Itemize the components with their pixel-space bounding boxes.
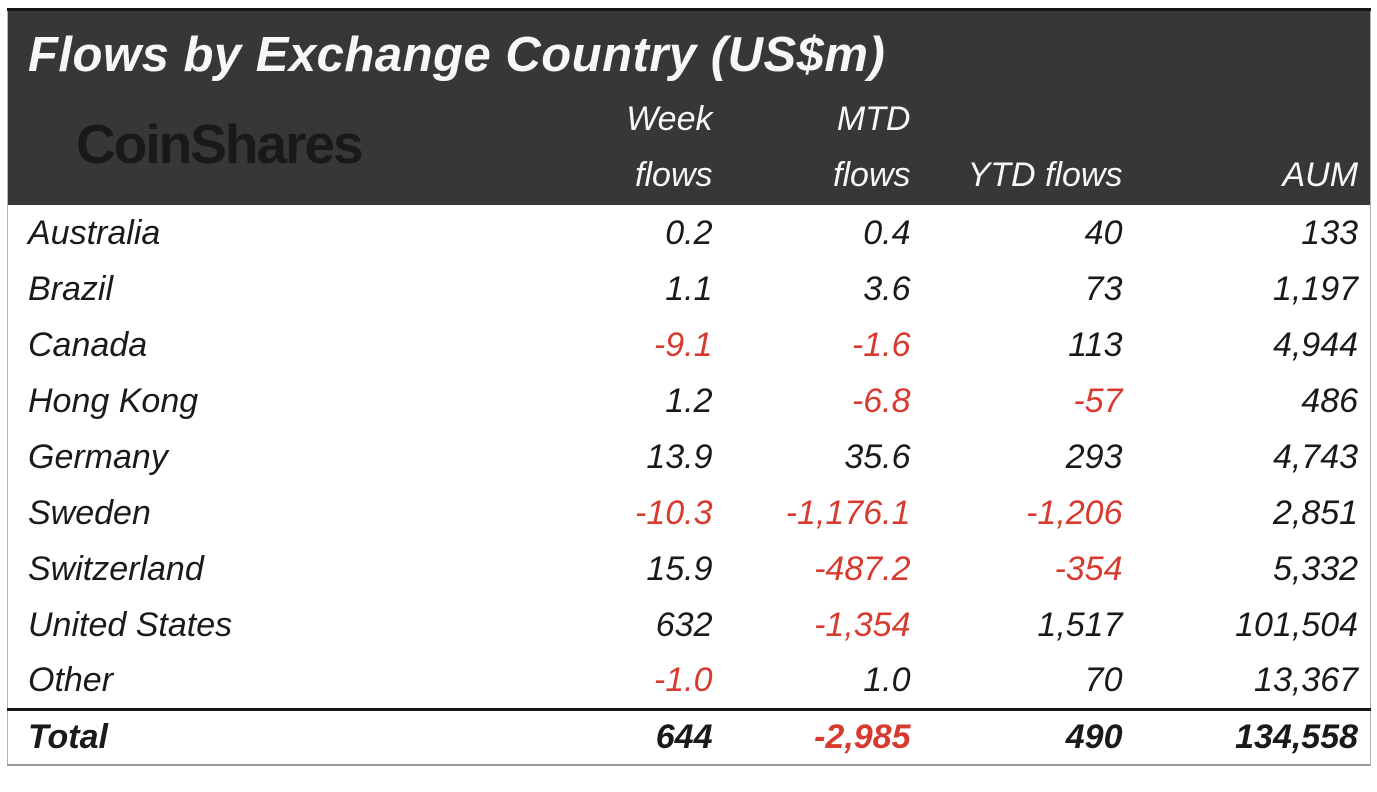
total-label: Total — [7, 707, 463, 765]
flows-table-container: Flows by Exchange Country (US$m) CoinSha… — [7, 8, 1372, 766]
cell-aum: 4,944 — [1132, 317, 1371, 373]
total-ytd-flows: 490 — [920, 707, 1133, 765]
cell-ytd-flows: -1,206 — [920, 485, 1133, 541]
cell-ytd-flows: 113 — [920, 317, 1133, 373]
total-aum: 134,558 — [1132, 707, 1371, 765]
cell-aum: 2,851 — [1132, 485, 1371, 541]
cell-week-flows: -10.3 — [462, 485, 723, 541]
cell-mtd-flows: 35.6 — [722, 429, 921, 485]
cell-week-flows: 632 — [462, 597, 723, 653]
row-germany: Germany 13.9 35.6 293 4,743 — [7, 429, 1371, 485]
cell-ytd-flows: 73 — [920, 261, 1133, 317]
row-australia: Australia 0.2 0.4 40 133 — [7, 205, 1371, 261]
logo-cell: CoinShares — [7, 83, 463, 205]
cell-week-flows: 1.2 — [462, 373, 723, 429]
cell-mtd-flows: -1,354 — [722, 597, 921, 653]
row-label: Australia — [7, 205, 463, 261]
cell-aum: 133 — [1132, 205, 1371, 261]
cell-aum: 1,197 — [1132, 261, 1371, 317]
cell-ytd-flows: 70 — [920, 653, 1133, 709]
row-label: Other — [7, 653, 463, 709]
cell-ytd-flows: -354 — [920, 541, 1133, 597]
column-header-mtd-line1: MTD — [722, 83, 921, 143]
flows-by-exchange-country-table: Flows by Exchange Country (US$m) CoinSha… — [7, 8, 1372, 766]
cell-week-flows: -1.0 — [462, 653, 723, 709]
row-label: United States — [7, 597, 463, 653]
cell-ytd-flows: -57 — [920, 373, 1133, 429]
cell-mtd-flows: -1.6 — [722, 317, 921, 373]
cell-ytd-flows: 293 — [920, 429, 1133, 485]
total-week-flows: 644 — [462, 707, 723, 765]
row-switzerland: Switzerland 15.9 -487.2 -354 5,332 — [7, 541, 1371, 597]
column-header-aum: AUM — [1132, 143, 1371, 205]
column-header-week-line1: Week — [462, 83, 723, 143]
column-header-mtd-line2: flows — [722, 143, 921, 205]
cell-mtd-flows: 3.6 — [722, 261, 921, 317]
column-header-ytd: YTD flows — [920, 143, 1133, 205]
cell-mtd-flows: 0.4 — [722, 205, 921, 261]
cell-mtd-flows: -1,176.1 — [722, 485, 921, 541]
row-hong-kong: Hong Kong 1.2 -6.8 -57 486 — [7, 373, 1371, 429]
cell-aum: 13,367 — [1132, 653, 1371, 709]
cell-week-flows: 15.9 — [462, 541, 723, 597]
table-body: Australia 0.2 0.4 40 133 Brazil 1.1 3.6 … — [7, 205, 1371, 765]
column-header-week-line2: flows — [462, 143, 723, 205]
row-total: Total 644 -2,985 490 134,558 — [7, 707, 1371, 765]
column-header-ytd-spacer — [920, 83, 1133, 143]
row-sweden: Sweden -10.3 -1,176.1 -1,206 2,851 — [7, 485, 1371, 541]
cell-aum: 5,332 — [1132, 541, 1371, 597]
title-row: Flows by Exchange Country (US$m) — [7, 9, 1371, 83]
row-label: Canada — [7, 317, 463, 373]
cell-aum: 4,743 — [1132, 429, 1371, 485]
cell-mtd-flows: -487.2 — [722, 541, 921, 597]
cell-aum: 101,504 — [1132, 597, 1371, 653]
cell-aum: 486 — [1132, 373, 1371, 429]
row-brazil: Brazil 1.1 3.6 73 1,197 — [7, 261, 1371, 317]
row-label: Sweden — [7, 485, 463, 541]
row-label: Germany — [7, 429, 463, 485]
coinshares-logo: CoinShares — [76, 113, 364, 175]
cell-ytd-flows: 1,517 — [920, 597, 1133, 653]
row-united-states: United States 632 -1,354 1,517 101,504 — [7, 597, 1371, 653]
row-label: Brazil — [7, 261, 463, 317]
column-header-aum-spacer — [1132, 83, 1371, 143]
row-label: Switzerland — [7, 541, 463, 597]
table-header: Flows by Exchange Country (US$m) CoinSha… — [7, 9, 1371, 205]
cell-week-flows: 13.9 — [462, 429, 723, 485]
page-title: Flows by Exchange Country (US$m) — [7, 9, 1371, 83]
cell-ytd-flows: 40 — [920, 205, 1133, 261]
total-mtd-flows: -2,985 — [722, 707, 921, 765]
cell-mtd-flows: 1.0 — [722, 653, 921, 709]
row-other: Other -1.0 1.0 70 13,367 — [7, 653, 1371, 709]
cell-week-flows: -9.1 — [462, 317, 723, 373]
column-header-row-1: CoinShares Week MTD — [7, 83, 1371, 205]
cell-week-flows: 1.1 — [462, 261, 723, 317]
cell-mtd-flows: -6.8 — [722, 373, 921, 429]
cell-week-flows: 0.2 — [462, 205, 723, 261]
row-canada: Canada -9.1 -1.6 113 4,944 — [7, 317, 1371, 373]
column-header-row-2: flows flows YTD flows AUM — [8, 143, 1371, 205]
row-label: Hong Kong — [7, 373, 463, 429]
